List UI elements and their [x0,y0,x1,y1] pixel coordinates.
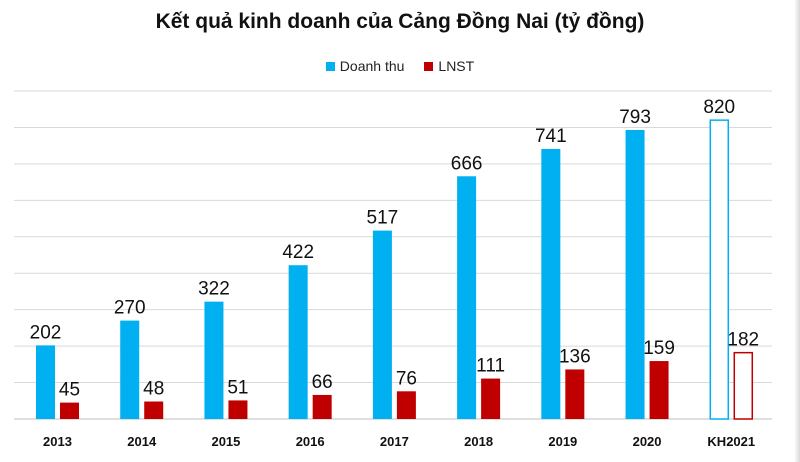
bar-doanh-thu [120,320,140,419]
data-label-doanh-thu: 322 [198,279,230,300]
bar-doanh-thu [288,265,308,419]
window-edge-shadow [794,0,800,462]
data-label-doanh-thu: 793 [619,107,651,128]
data-label-doanh-thu: 202 [30,322,62,343]
chart-title: Kết quả kinh doanh của Cảng Đồng Nai (tỷ… [155,10,645,33]
bar-doanh-thu [372,230,392,419]
x-tick-label: 2019 [548,434,577,449]
x-tick-label: 2018 [464,434,493,449]
x-tick-label: 2015 [211,434,240,449]
bar-doanh-thu [625,129,645,420]
bar-lnst [733,351,754,420]
bar-doanh-thu [541,148,561,420]
data-label-doanh-thu: 666 [451,153,483,174]
chart-legend: Doanh thu LNST [0,58,800,74]
data-label-lnst: 45 [59,380,80,401]
data-label-doanh-thu: 270 [114,298,146,319]
legend-swatch-lnst [424,61,434,71]
data-label-lnst: 136 [559,346,591,367]
bar-lnst [312,394,332,419]
bar-doanh-thu [457,176,477,419]
bar-lnst [228,400,248,419]
data-label-doanh-thu: 741 [535,126,567,147]
legend-label-lnst: LNST [438,58,475,74]
legend-swatch-doanh-thu [325,61,335,71]
legend-item-doanh-thu: Doanh thu [325,58,405,74]
data-label-doanh-thu: 517 [367,208,399,229]
legend-label-doanh-thu: Doanh thu [339,58,405,74]
data-label-lnst: 51 [227,377,248,398]
data-label-lnst: 48 [143,379,164,400]
x-tick-label: 2016 [296,434,325,449]
bar-lnst [649,361,669,419]
x-tick-label: 2013 [43,434,72,449]
bar-lnst [144,401,164,419]
data-label-lnst: 76 [396,368,417,389]
bar-lnst [396,391,416,419]
bar-doanh-thu [204,301,224,419]
data-label-doanh-thu: 820 [703,97,735,118]
bar-lnst [60,402,79,419]
data-label-lnst: 182 [727,330,759,351]
data-label-doanh-thu: 422 [282,242,314,263]
x-tick-label: 2017 [380,434,409,449]
bar-lnst [565,369,585,419]
x-tick-label: 2014 [127,434,157,449]
legend-item-lnst: LNST [424,58,474,74]
data-label-lnst: 66 [312,372,333,393]
x-tick-label: KH2021 [707,434,755,449]
bar-doanh-thu [36,345,55,419]
bar-doanh-thu [709,119,730,420]
data-label-lnst: 111 [476,356,505,377]
data-label-lnst: 159 [643,338,675,359]
bar-lnst [481,378,501,419]
x-tick-label: 2020 [633,434,662,449]
